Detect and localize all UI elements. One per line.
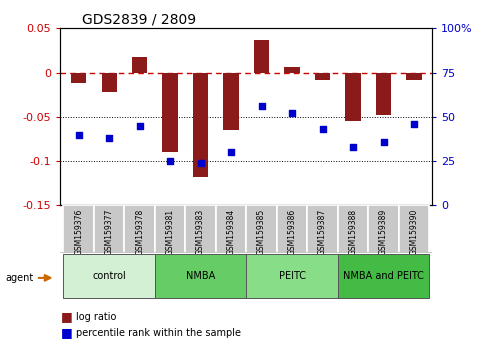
Point [136,123,143,129]
Text: GSM159381: GSM159381 [166,209,175,255]
Text: GSM159377: GSM159377 [105,209,114,255]
Bar [193,73,208,177]
Point [166,158,174,164]
Point [319,126,327,132]
Text: log ratio: log ratio [76,312,116,322]
Bar [345,73,361,121]
Text: GSM159376: GSM159376 [74,209,83,255]
Bar [155,205,185,253]
Text: GDS2839 / 2809: GDS2839 / 2809 [82,12,196,27]
Text: GSM159378: GSM159378 [135,209,144,255]
Point [227,149,235,155]
Bar [376,73,391,115]
Bar [155,254,246,298]
Text: GSM159385: GSM159385 [257,209,266,255]
Bar [94,205,125,253]
Text: GSM159383: GSM159383 [196,209,205,255]
Bar [63,205,94,253]
Point [380,139,387,144]
Text: GSM159386: GSM159386 [287,209,297,255]
Bar [185,205,216,253]
Bar [277,205,307,253]
Point [197,160,204,166]
Bar [63,254,155,298]
Text: GSM159389: GSM159389 [379,209,388,255]
Bar [246,205,277,253]
Text: GSM159387: GSM159387 [318,209,327,255]
Bar [315,73,330,80]
Bar [125,205,155,253]
Text: percentile rank within the sample: percentile rank within the sample [76,328,241,338]
Bar [368,205,399,253]
Text: GSM159384: GSM159384 [227,209,236,255]
Text: ■: ■ [60,310,72,323]
Bar [71,73,86,83]
Bar [101,73,117,92]
Bar [132,57,147,73]
Text: ■: ■ [60,326,72,339]
Text: GSM159388: GSM159388 [349,209,357,255]
Point [258,103,266,109]
Text: agent: agent [6,273,34,283]
Bar [338,254,429,298]
Bar [284,67,299,73]
Point [75,132,83,137]
Text: NMBA: NMBA [186,271,215,281]
Bar [254,40,269,73]
Text: NMBA and PEITC: NMBA and PEITC [343,271,424,281]
Text: GSM159390: GSM159390 [410,209,418,255]
Point [349,144,357,150]
Point [288,110,296,116]
Bar [307,205,338,253]
Point [410,121,418,127]
Bar [246,254,338,298]
Bar [162,73,178,152]
Bar [224,73,239,130]
Point [105,135,113,141]
Text: control: control [92,271,126,281]
Bar [406,73,422,80]
Text: PEITC: PEITC [279,271,306,281]
Bar [216,205,246,253]
Bar [338,205,368,253]
Bar [399,205,429,253]
